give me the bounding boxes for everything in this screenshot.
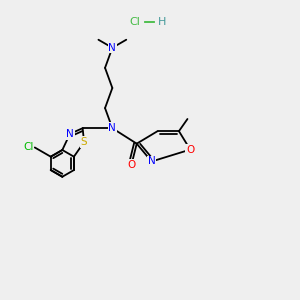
Text: O: O — [186, 145, 194, 154]
Text: S: S — [81, 137, 87, 147]
Text: N: N — [148, 157, 155, 166]
Text: Cl: Cl — [23, 142, 33, 152]
Text: N: N — [66, 129, 74, 139]
Text: H: H — [158, 17, 166, 27]
Text: N: N — [109, 123, 116, 133]
Text: N: N — [109, 43, 116, 53]
Text: Cl: Cl — [130, 17, 141, 27]
Text: O: O — [127, 160, 136, 170]
